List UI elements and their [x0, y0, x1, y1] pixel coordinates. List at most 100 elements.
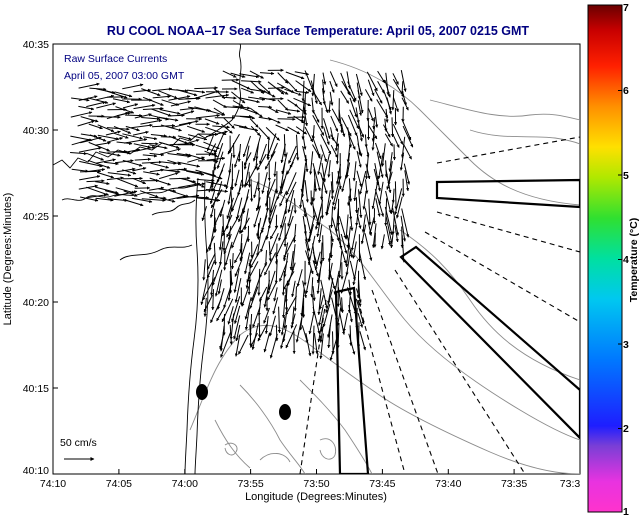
current-vector — [143, 136, 158, 141]
current-vector — [226, 215, 240, 238]
current-vector — [390, 117, 395, 138]
current-vector — [373, 232, 377, 248]
current-vector — [233, 315, 241, 340]
y-axis-label: Latitude (Degrees:Minutes) — [2, 193, 14, 326]
current-vector — [247, 171, 252, 188]
current-vector — [371, 136, 375, 151]
current-vector — [169, 142, 194, 146]
current-vector — [258, 312, 262, 338]
current-vector — [260, 235, 268, 253]
current-vector — [185, 138, 200, 145]
current-vector — [308, 314, 314, 335]
current-vector — [133, 88, 152, 93]
current-vector — [206, 181, 228, 187]
colorbar-tick-labels: 7 6 5 4 3 2 1 — [623, 2, 629, 518]
current-vector — [319, 242, 323, 265]
current-vector — [346, 226, 351, 249]
current-vector — [113, 125, 132, 134]
current-vector — [71, 168, 89, 173]
current-vector — [152, 94, 171, 99]
current-vector — [88, 123, 103, 130]
current-vector — [280, 316, 286, 336]
current-vector — [266, 133, 277, 158]
current-vector — [384, 133, 394, 147]
y-tick-label: 40:15 — [23, 383, 49, 395]
current-vector — [357, 100, 363, 116]
current-vector — [316, 269, 321, 295]
current-vector — [377, 152, 384, 180]
current-vector — [275, 124, 289, 132]
current-vector — [304, 180, 309, 203]
current-vector — [133, 143, 151, 149]
current-vector — [347, 89, 356, 103]
current-vector — [70, 111, 93, 118]
current-vector — [309, 151, 314, 175]
current-vector — [78, 146, 102, 153]
x-tick-label: 74:10 — [40, 478, 66, 490]
current-vector — [251, 277, 261, 302]
current-vector — [394, 225, 399, 243]
current-vector — [261, 172, 268, 194]
current-vector — [70, 151, 88, 156]
current-vector — [311, 73, 315, 97]
colorbar-tick-label: 5 — [623, 170, 629, 182]
current-vector — [312, 144, 321, 159]
current-vector — [328, 225, 334, 243]
current-vector — [328, 262, 333, 279]
current-vector — [159, 172, 179, 180]
current-vector — [238, 97, 260, 104]
current-vector — [334, 133, 339, 152]
current-vector — [329, 91, 334, 106]
current-vector — [213, 87, 226, 99]
current-vector — [269, 233, 279, 256]
current-vector — [159, 147, 181, 155]
current-vector — [244, 296, 252, 320]
current-vector — [238, 196, 249, 223]
current-vector — [123, 138, 148, 144]
current-vector — [227, 225, 232, 241]
current-vector — [327, 324, 331, 349]
current-vector — [402, 143, 412, 160]
current-vector — [327, 160, 331, 178]
current-vector — [348, 133, 356, 150]
current-vector — [132, 166, 147, 172]
current-vector — [316, 216, 322, 238]
current-vector — [87, 193, 108, 199]
current-vector — [320, 133, 332, 155]
current-vector — [365, 179, 369, 194]
current-vector — [401, 235, 406, 263]
current-vector — [132, 177, 146, 185]
current-vector — [249, 70, 264, 79]
current-vector — [122, 133, 143, 140]
current-vector — [106, 137, 124, 143]
current-vector — [229, 324, 233, 345]
current-vector — [348, 304, 353, 323]
current-vector — [205, 93, 230, 99]
current-vector — [334, 208, 339, 233]
current-vector — [217, 279, 222, 295]
current-vector — [287, 205, 294, 227]
current-vector — [361, 214, 366, 233]
current-vector — [338, 241, 347, 264]
current-vector — [94, 141, 111, 146]
current-vector — [312, 205, 320, 227]
current-vector — [374, 107, 379, 128]
current-vector — [283, 307, 288, 329]
current-vector — [248, 96, 266, 101]
current-vector — [184, 178, 205, 188]
current-vector — [122, 103, 139, 109]
current-vector — [293, 286, 297, 312]
current-vector — [275, 232, 289, 258]
current-vector — [281, 295, 286, 319]
current-vector — [263, 332, 271, 353]
current-vector — [357, 90, 364, 114]
current-vector — [305, 241, 311, 261]
current-vector — [177, 161, 201, 168]
current-vector — [380, 234, 385, 250]
current-vector — [210, 298, 222, 324]
station-marker — [279, 404, 291, 420]
current-vector — [265, 224, 271, 240]
current-vector — [211, 262, 222, 286]
current-vector — [341, 124, 346, 138]
